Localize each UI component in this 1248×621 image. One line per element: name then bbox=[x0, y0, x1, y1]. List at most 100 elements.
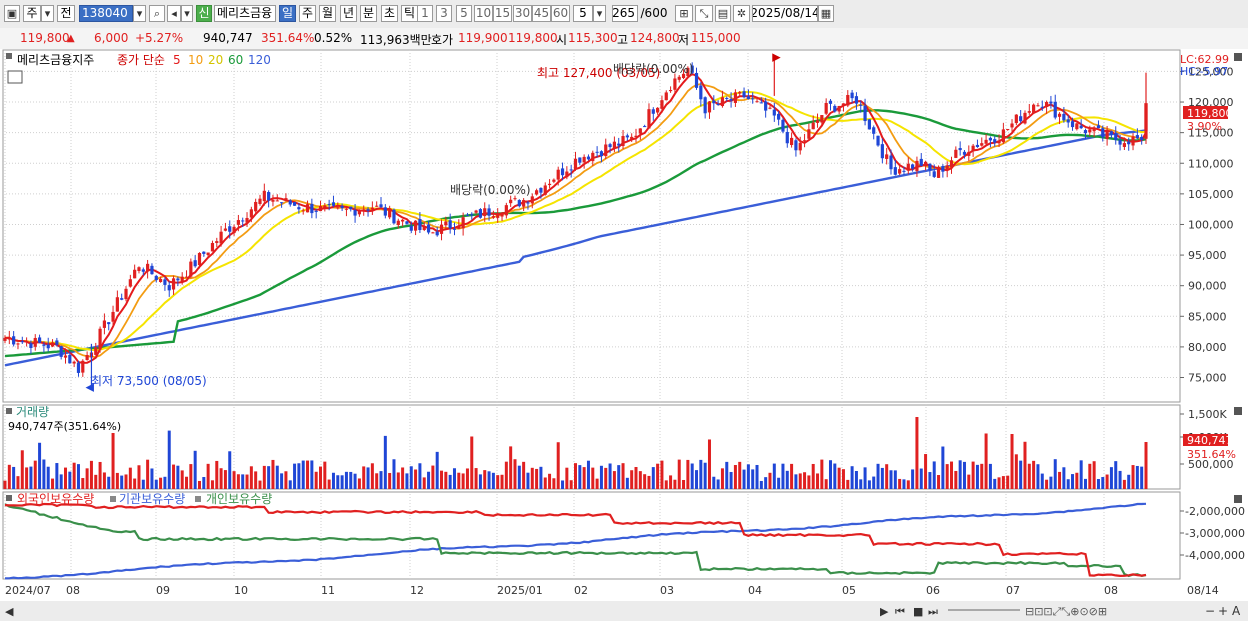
candle-body bbox=[379, 204, 383, 208]
period-4[interactable]: 분 bbox=[360, 5, 377, 22]
data-table-icon[interactable] bbox=[7, 70, 23, 84]
volume-bar bbox=[604, 467, 608, 489]
volume-bar bbox=[128, 467, 132, 489]
last-percent-text: 3.90% bbox=[1187, 120, 1222, 133]
volume-bar bbox=[219, 468, 223, 489]
market-select[interactable]: 주 bbox=[23, 5, 41, 22]
price-tick-label: 80,000 bbox=[1188, 341, 1227, 354]
window-menu-icon[interactable]: ▣ bbox=[4, 5, 20, 22]
scroll-begin-icon[interactable]: ⏮ bbox=[895, 605, 905, 618]
period-3[interactable]: 년 bbox=[340, 5, 357, 22]
period-6[interactable]: 틱 bbox=[401, 5, 418, 22]
candle-body bbox=[236, 220, 240, 225]
speaker-icon[interactable]: ◂ bbox=[167, 5, 181, 22]
scope-select[interactable]: 전 bbox=[57, 5, 75, 22]
volume-bar bbox=[561, 480, 565, 489]
candle-body bbox=[210, 242, 215, 252]
volume-bar bbox=[932, 461, 936, 489]
volume-bar bbox=[85, 468, 89, 489]
scroll-left-icon[interactable]: ◀ bbox=[5, 605, 14, 618]
candle-body bbox=[815, 120, 820, 123]
draw-tool-icon[interactable]: ⤡ bbox=[695, 5, 713, 22]
scroll-end-icon[interactable]: ⏭ bbox=[928, 605, 938, 618]
candle-body bbox=[72, 361, 76, 364]
interval-45[interactable]: 45 bbox=[532, 5, 551, 22]
volume-bar bbox=[759, 480, 763, 489]
chart-area[interactable]: ◀ ▶ 125,000 120,000 115,000 110,000 105,000 10… bbox=[0, 49, 1248, 621]
zoom-in-icon[interactable]: + bbox=[1218, 604, 1228, 618]
chart-settings-icon[interactable]: ⊞ bbox=[675, 5, 693, 22]
search-icon[interactable]: ⌕ bbox=[149, 5, 165, 22]
period-2[interactable]: 월 bbox=[319, 5, 336, 22]
volume-bar bbox=[958, 460, 962, 489]
market-dropdown-icon[interactable]: ▾ bbox=[41, 5, 54, 22]
interval-3[interactable]: 3 bbox=[436, 5, 452, 22]
code-input[interactable]: 138040 bbox=[79, 5, 133, 22]
candle-body bbox=[898, 169, 902, 174]
volume-bar bbox=[837, 467, 841, 489]
candle-body bbox=[725, 97, 729, 99]
holdings-handle-icon bbox=[6, 495, 12, 501]
calendar-icon[interactable]: ▦ bbox=[818, 5, 834, 22]
stop-icon[interactable]: ■ bbox=[913, 605, 923, 618]
period-0[interactable]: 일 bbox=[279, 5, 296, 22]
speaker-dropdown-icon[interactable]: ▾ bbox=[181, 5, 193, 22]
candle-body bbox=[426, 224, 431, 233]
high-arrow-icon: ▶ bbox=[772, 51, 781, 64]
period-5[interactable]: 초 bbox=[381, 5, 398, 22]
candle-body bbox=[716, 103, 720, 105]
volume-bar bbox=[366, 467, 370, 489]
candle-body bbox=[487, 208, 491, 216]
volume-bar bbox=[284, 471, 288, 489]
candle-body bbox=[954, 149, 958, 158]
code-dropdown-icon[interactable]: ▾ bbox=[133, 5, 146, 22]
interval-input[interactable]: 5 bbox=[573, 5, 593, 22]
interval-dropdown-icon[interactable]: ▾ bbox=[593, 5, 606, 22]
price-panel[interactable] bbox=[2, 49, 1181, 403]
candle-body bbox=[163, 279, 167, 285]
interval-1[interactable]: 1 bbox=[417, 5, 433, 22]
interval-10[interactable]: 10 bbox=[474, 5, 493, 22]
gear-icon[interactable]: ✲ bbox=[733, 5, 750, 22]
interval-60[interactable]: 60 bbox=[551, 5, 570, 22]
volume-bar bbox=[306, 460, 310, 489]
date-input[interactable]: 2025/08/14 bbox=[752, 5, 818, 22]
period-1[interactable]: 주 bbox=[299, 5, 316, 22]
candle-body bbox=[29, 343, 33, 348]
count-input[interactable]: 265 bbox=[612, 5, 638, 22]
candle-body bbox=[292, 202, 297, 206]
chart-tools-icons[interactable]: ⊟⊡⊡⤢⤡⊕⊙⊘⊞ bbox=[1025, 605, 1107, 618]
candle-body bbox=[431, 232, 435, 234]
credit-badge: 신 bbox=[196, 5, 212, 22]
candle-body bbox=[686, 67, 690, 77]
candle-body bbox=[733, 92, 738, 103]
zoom-out-icon[interactable]: − bbox=[1205, 604, 1215, 618]
volume-bar bbox=[876, 463, 880, 489]
candle-body bbox=[184, 276, 189, 278]
ma-10-label: 10 bbox=[188, 53, 203, 67]
candle-body bbox=[556, 169, 560, 180]
open-label: 시 bbox=[556, 33, 568, 47]
price-close-icon[interactable] bbox=[1234, 53, 1242, 61]
volume-bar bbox=[275, 465, 279, 489]
interval-5[interactable]: 5 bbox=[456, 5, 472, 22]
save-icon[interactable]: ▤ bbox=[715, 5, 731, 22]
volume-bar bbox=[885, 464, 889, 489]
scrollbar-track[interactable] bbox=[0, 601, 1248, 621]
volume-bar bbox=[937, 475, 941, 489]
interval-30[interactable]: 30 bbox=[513, 5, 532, 22]
holdings-close-icon[interactable] bbox=[1234, 495, 1242, 503]
volume-close-icon[interactable] bbox=[1234, 407, 1242, 415]
candle-body bbox=[167, 285, 171, 291]
volume-bar bbox=[206, 463, 210, 489]
time-tick-label: 08/14 bbox=[1187, 584, 1219, 597]
volume-bar bbox=[552, 478, 556, 489]
volume-bar bbox=[232, 471, 236, 489]
ma-indicator-label: 종가 단순 bbox=[117, 53, 165, 67]
candle-body bbox=[560, 168, 565, 176]
candle-body bbox=[189, 261, 193, 277]
interval-15[interactable]: 15 bbox=[493, 5, 512, 22]
volume-bar bbox=[331, 472, 335, 489]
font-size-icon[interactable]: A bbox=[1232, 604, 1241, 618]
scroll-right-icon[interactable]: ▶ bbox=[880, 605, 889, 618]
